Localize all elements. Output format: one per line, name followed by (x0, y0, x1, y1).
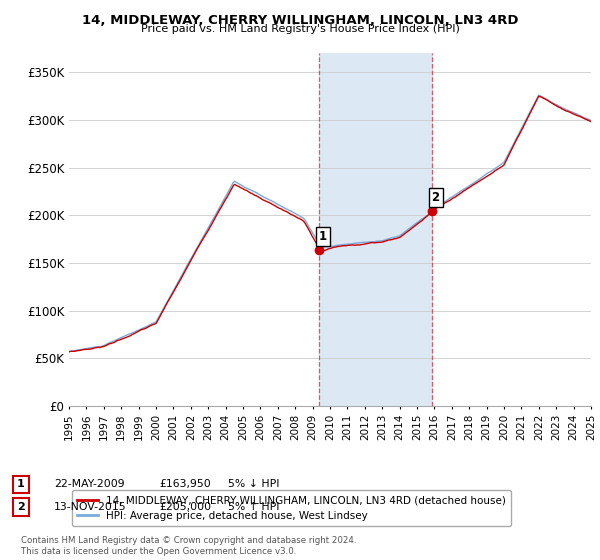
Text: £205,000: £205,000 (159, 502, 211, 512)
Text: 1: 1 (17, 479, 25, 489)
Text: Price paid vs. HM Land Registry's House Price Index (HPI): Price paid vs. HM Land Registry's House … (140, 24, 460, 34)
Text: 2: 2 (17, 502, 25, 512)
Text: £163,950: £163,950 (159, 479, 211, 489)
Bar (319, 53, 432, 406)
Text: 13-NOV-2015: 13-NOV-2015 (54, 502, 127, 512)
Text: 1: 1 (319, 230, 327, 243)
Text: Contains HM Land Registry data © Crown copyright and database right 2024.
This d: Contains HM Land Registry data © Crown c… (21, 536, 356, 556)
Text: 22-MAY-2009: 22-MAY-2009 (54, 479, 125, 489)
Text: 14, MIDDLEWAY, CHERRY WILLINGHAM, LINCOLN, LN3 4RD: 14, MIDDLEWAY, CHERRY WILLINGHAM, LINCOL… (82, 14, 518, 27)
Text: 5% ↓ HPI: 5% ↓ HPI (228, 479, 280, 489)
Legend: 14, MIDDLEWAY, CHERRY WILLINGHAM, LINCOLN, LN3 4RD (detached house), HPI: Averag: 14, MIDDLEWAY, CHERRY WILLINGHAM, LINCOL… (71, 491, 511, 526)
Text: 5% ↑ HPI: 5% ↑ HPI (228, 502, 280, 512)
Text: 2: 2 (431, 191, 440, 204)
